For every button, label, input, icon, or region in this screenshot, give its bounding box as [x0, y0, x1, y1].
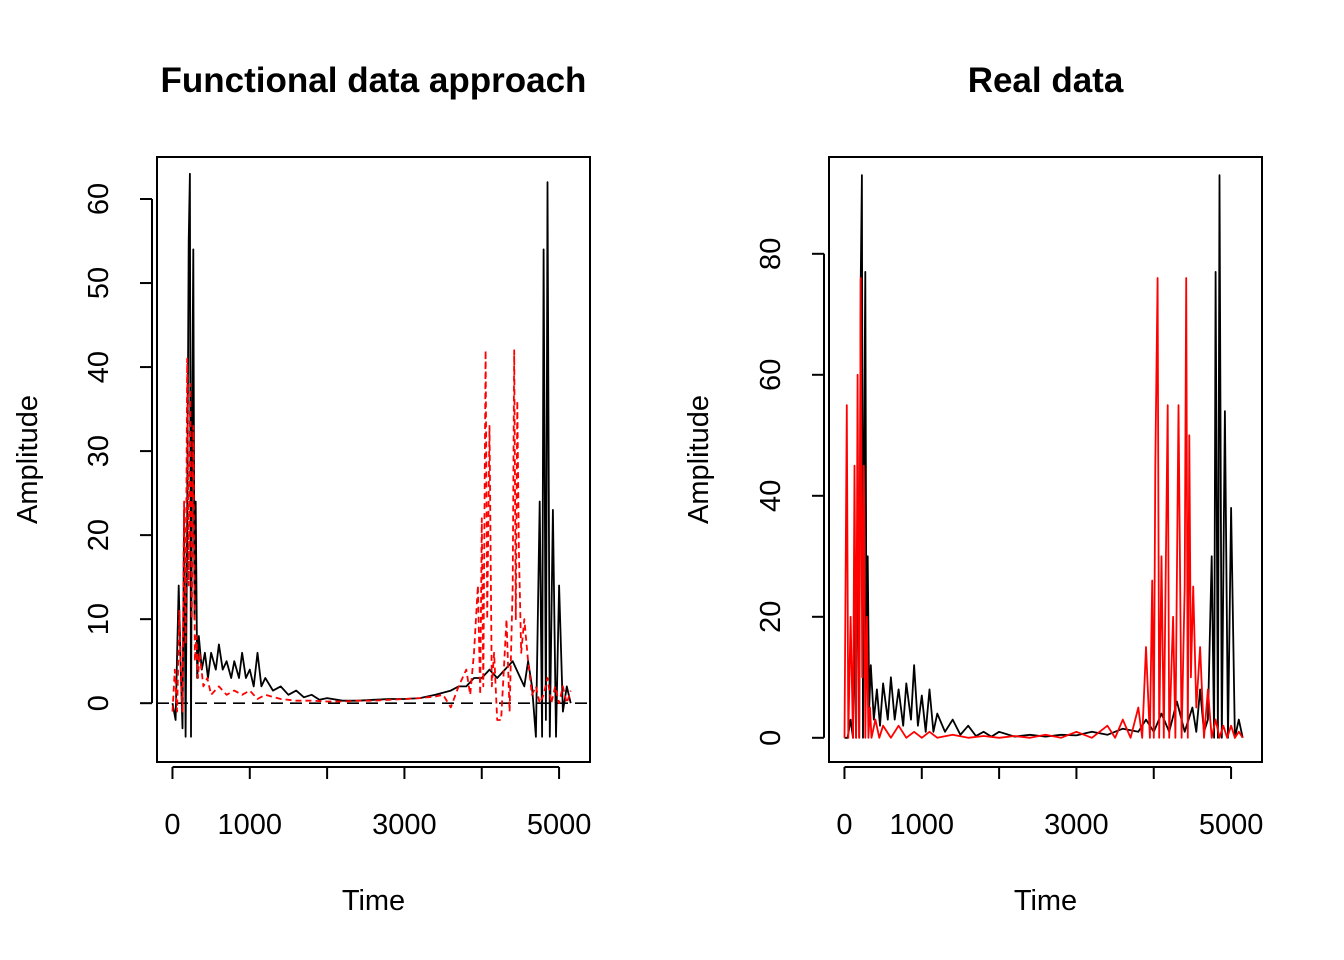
y-tick-label: 0: [755, 730, 787, 746]
series-line-1: [844, 174, 1244, 739]
chart-title: Functional data approach: [161, 61, 587, 100]
chart-title: Real data: [968, 61, 1124, 100]
y-axis-label: Amplitude: [683, 395, 715, 524]
y-tick-label: 30: [83, 435, 115, 467]
y-tick-label: 20: [755, 601, 787, 633]
plot-area: [157, 172, 590, 738]
chart-panel-1: Functional data approach 0 1000 3000 5000 0 10…: [12, 61, 591, 917]
y-tick-label: 40: [83, 351, 115, 383]
y-tick-label: 50: [83, 267, 115, 299]
x-tick-label: 3000: [372, 809, 437, 841]
chart-panel-2: Real data 0 1000 3000 5000 0 20 40 60 80 Time Ampli…: [683, 61, 1263, 917]
x-tick-label: 3000: [1044, 809, 1109, 841]
y-tick-label: 60: [755, 359, 787, 391]
plot-area: [843, 174, 1244, 739]
y-tick-label: 0: [83, 695, 115, 711]
series-line-1: [171, 172, 572, 738]
y-tick-label: 60: [83, 183, 115, 215]
plot-frame: [828, 156, 1263, 763]
x-tick-label: 5000: [1199, 809, 1264, 841]
x-axis-label: Time: [342, 885, 405, 917]
x-tick-label: 1000: [218, 809, 283, 841]
plot-frame: [156, 156, 591, 763]
y-tick-label: 20: [83, 519, 115, 551]
series-line-2: [843, 277, 1244, 739]
x-axis-label: Time: [1014, 885, 1077, 917]
y-tick-label: 40: [755, 480, 787, 512]
x-tick-label: 0: [164, 809, 180, 841]
y-tick-label: 80: [755, 238, 787, 270]
x-tick-label: 1000: [890, 809, 955, 841]
x-tick-label: 0: [836, 809, 852, 841]
series-line-2: [171, 349, 572, 721]
y-tick-label: 10: [83, 603, 115, 635]
y-axis-label: Amplitude: [12, 395, 44, 524]
x-tick-label: 5000: [527, 809, 592, 841]
